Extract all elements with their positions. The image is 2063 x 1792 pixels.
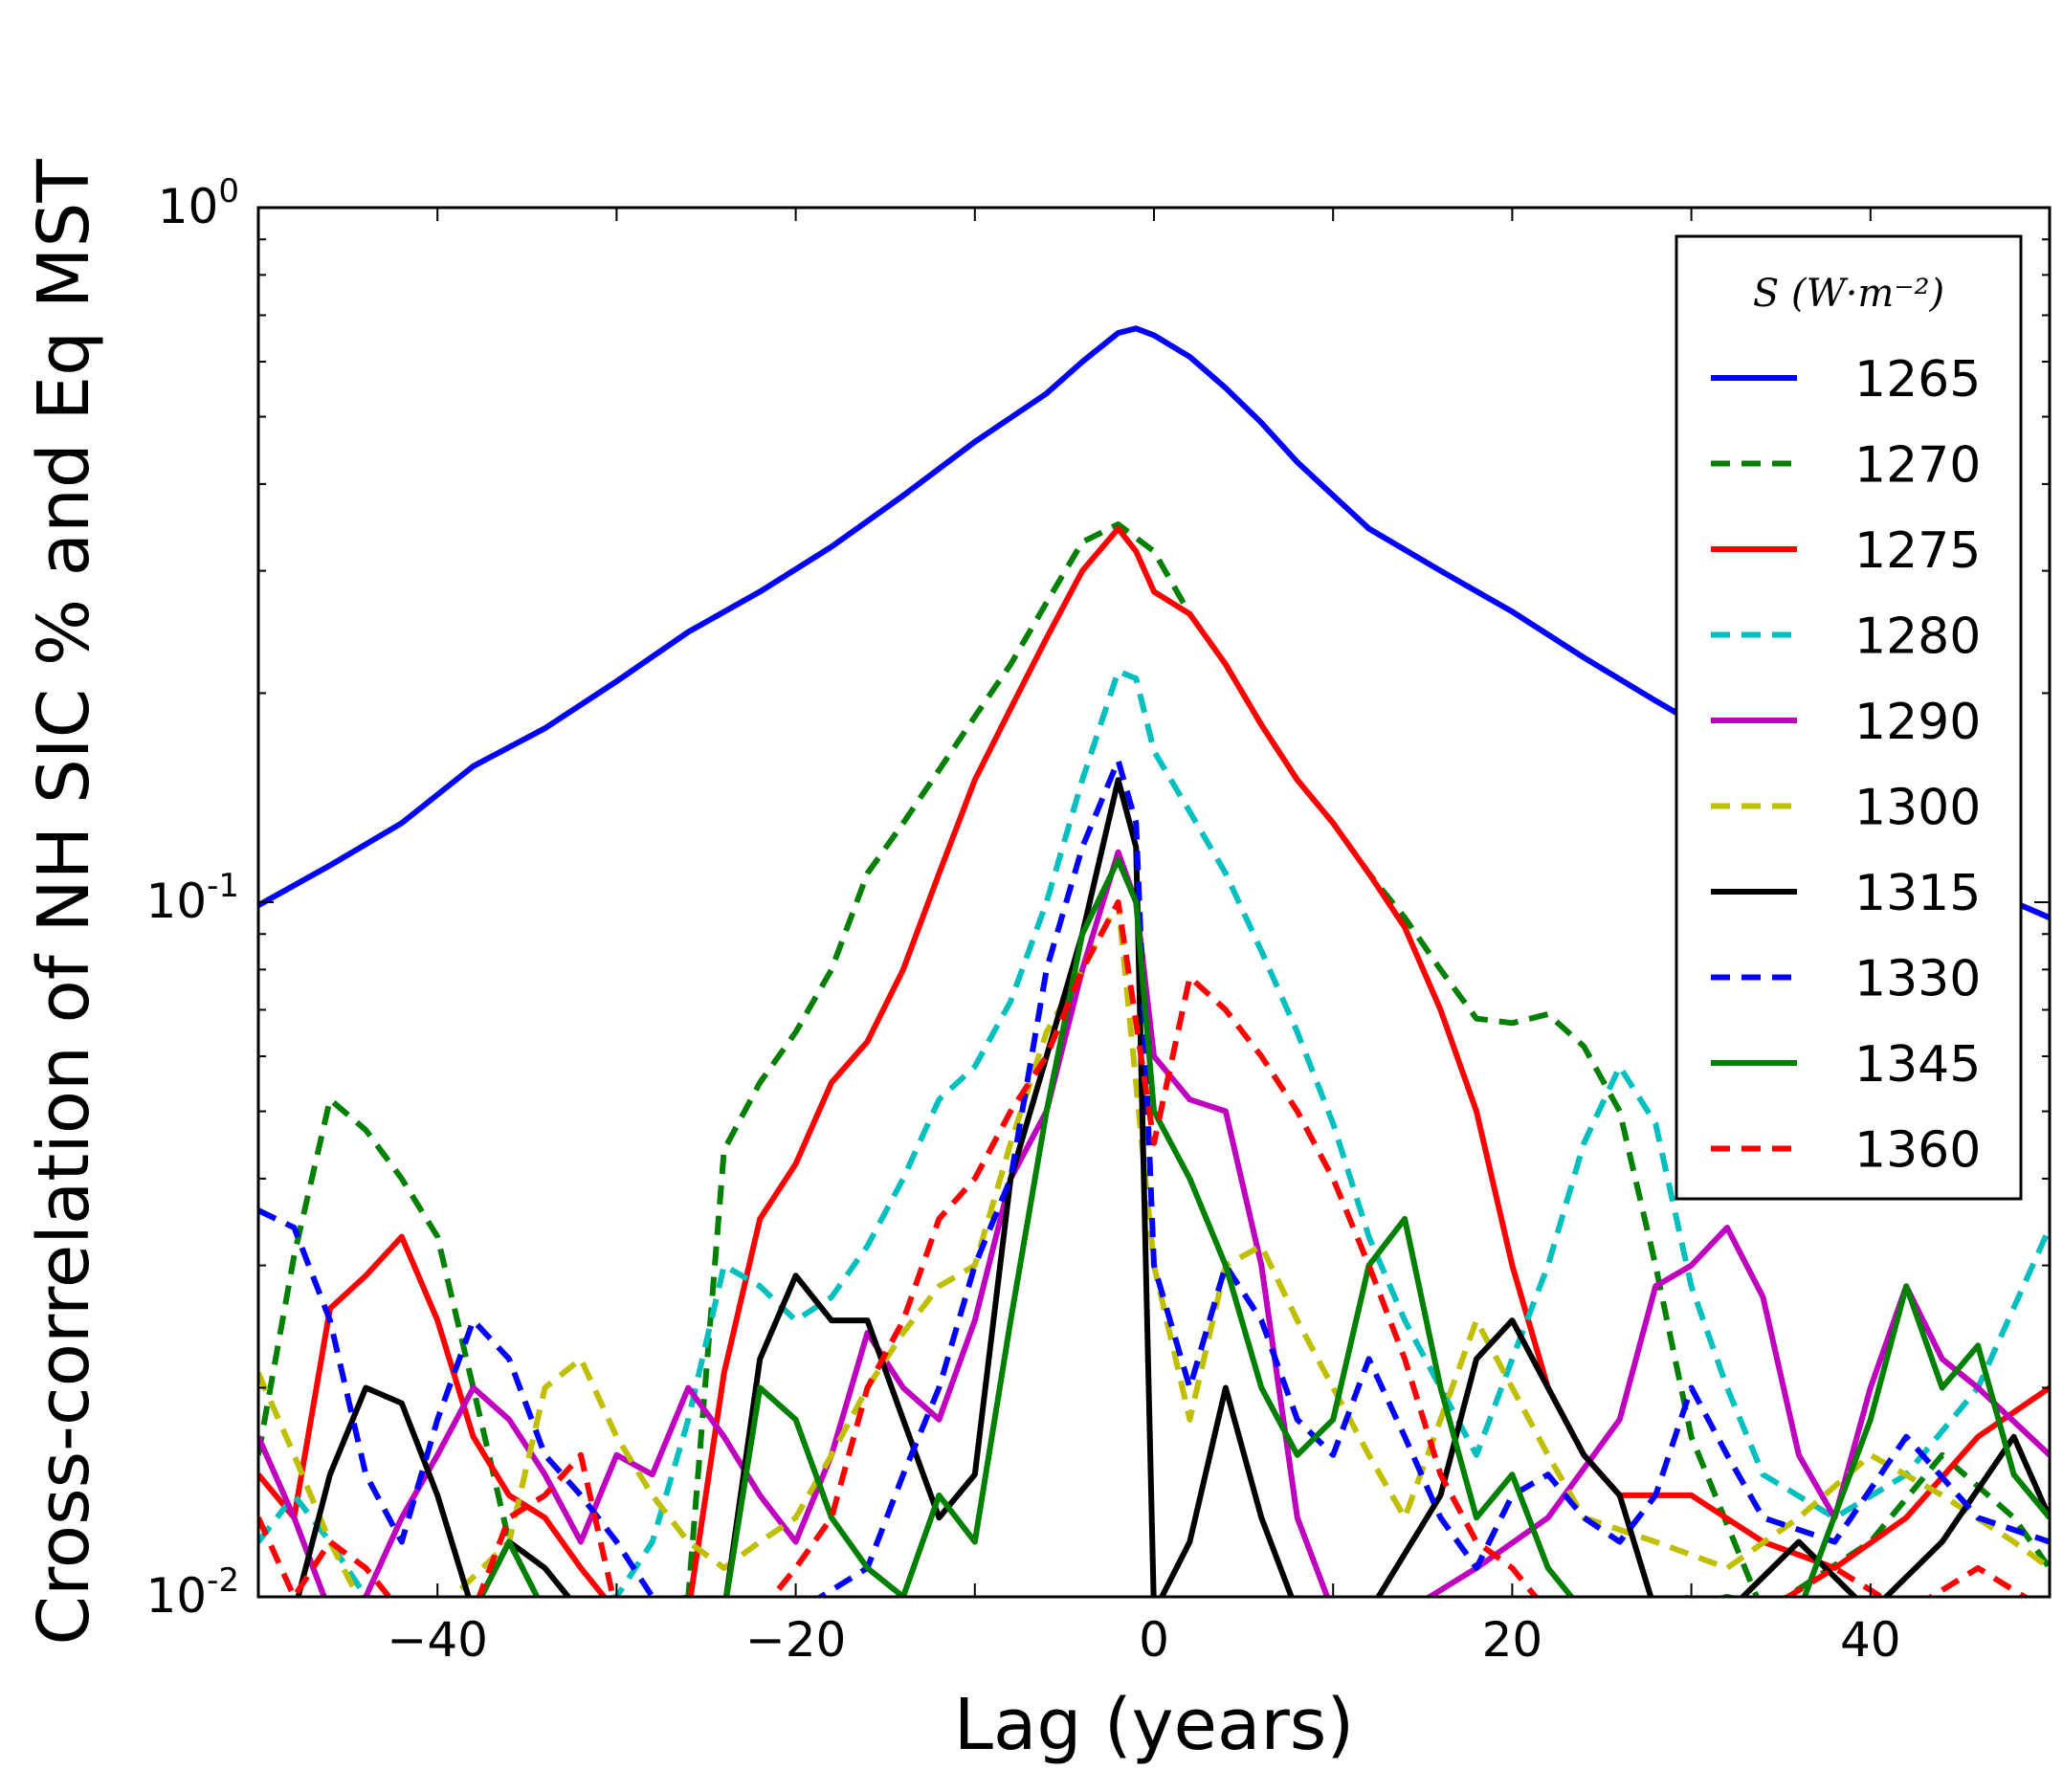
legend-label-1265: 1265 (1854, 351, 1981, 409)
legend-label-1315: 1315 (1854, 865, 1981, 922)
y-tick-label: 100 (158, 172, 239, 234)
series-line-1280 (258, 668, 2050, 1597)
legend-label-1345: 1345 (1854, 1036, 1981, 1094)
y-axis-title: Cross-correlation of NH SIC % and Eq MST (23, 159, 105, 1646)
y-tick-label: 10-1 (145, 867, 239, 929)
y-tick-label: 10-2 (145, 1561, 239, 1624)
x-tick-label: −40 (387, 1612, 488, 1668)
plot-frame (256, 206, 2052, 1599)
legend-label-1360: 1360 (1854, 1122, 1981, 1180)
ticks-layer: −40 −20 0 20 40 100 10-1 10-2 (145, 172, 2051, 1668)
series-line-1300 (258, 899, 2050, 1597)
legend-label-1330: 1330 (1854, 951, 1981, 1008)
series-layer (258, 325, 2050, 1597)
legend-label-1275: 1275 (1854, 522, 1981, 580)
legend-title: S (W·m⁻²) (1753, 272, 1944, 316)
legend-label-1290: 1290 (1854, 694, 1981, 751)
legend-label-1300: 1300 (1854, 780, 1981, 837)
legend: S (W·m⁻²) 1265 1270 1275 1280 1290 1300 1315 13… (1675, 234, 2023, 1201)
x-tick-label: 20 (1482, 1612, 1543, 1668)
x-axis-title: Lag (years) (954, 1684, 1354, 1766)
series-line-1330 (258, 757, 2050, 1597)
x-tick-label: −20 (745, 1612, 847, 1668)
legend-label-1270: 1270 (1854, 437, 1981, 495)
series-line-1345 (477, 856, 2050, 1597)
x-tick-label: 0 (1139, 1612, 1169, 1668)
legend-label-1280: 1280 (1854, 608, 1981, 666)
x-tick-label: 40 (1840, 1612, 1901, 1668)
legend-entries: 1265 1270 1275 1280 1290 1300 1315 1330 1345 1360 (1711, 351, 1981, 1180)
series-line-1290 (258, 849, 2050, 1597)
